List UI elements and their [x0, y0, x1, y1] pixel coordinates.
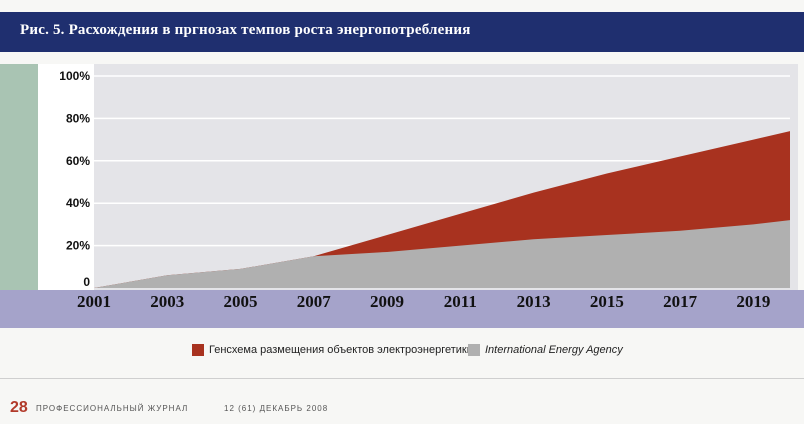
- page-footer: 28 ПРОФЕССИОНАЛЬНЫЙ ЖУРНАЛ 12 (61) ДЕКАБ…: [0, 378, 804, 424]
- legend-swatch-genskhema: [192, 344, 204, 356]
- x-tick-label: 2013: [517, 292, 551, 311]
- y-tick-label: 40%: [66, 196, 90, 210]
- magazine-name: ПРОФЕССИОНАЛЬНЫЙ ЖУРНАЛ: [36, 404, 189, 413]
- y-tick-label: 0: [83, 275, 90, 289]
- x-tick-label: 2003: [150, 292, 184, 311]
- x-tick-label: 2007: [297, 292, 332, 311]
- legend-item-iea: International Energy Agency: [468, 344, 623, 356]
- x-tick-label: 2015: [590, 292, 624, 311]
- x-axis-band: [0, 290, 804, 328]
- x-tick-label: 2001: [77, 292, 111, 311]
- x-tick-label: 2017: [663, 292, 698, 311]
- legend-label-iea: International Energy Agency: [485, 344, 623, 356]
- legend: Генсхема размещения объектов электроэнер…: [0, 344, 804, 360]
- y-tick-label: 20%: [66, 239, 90, 253]
- left-band: [0, 64, 38, 290]
- x-tick-label: 2005: [224, 292, 258, 311]
- x-axis-ticks: 2001 2003 2005 2007 2009 2011 2013 2015 2017 2019: [77, 292, 770, 311]
- y-tick-label: 60%: [66, 154, 90, 168]
- legend-swatch-iea: [468, 344, 480, 356]
- x-tick-label: 2009: [370, 292, 404, 311]
- series-areas: [94, 131, 790, 288]
- legend-item-genskhema: Генсхема размещения объектов электроэнер…: [192, 344, 473, 356]
- series-area-iea: [94, 220, 790, 288]
- page-number: 28: [10, 399, 28, 416]
- x-tick-label: 2011: [444, 292, 477, 311]
- x-tick-label: 2019: [736, 292, 770, 311]
- y-label-column: [38, 64, 94, 290]
- y-tick-label: 80%: [66, 111, 90, 125]
- issue-info: 12 (61) ДЕКАБРЬ 2008: [224, 404, 329, 413]
- chart-title-bar: Рис. 5. Расхождения в пргнозах темпов ро…: [0, 12, 804, 52]
- y-axis-ticks: 0 20% 40% 60% 80% 100%: [59, 69, 90, 289]
- chart-title: Рис. 5. Расхождения в пргнозах темпов ро…: [20, 22, 471, 38]
- area-chart: 020%40%60%80%100% 2001 2003 2005 2007 2009 20…: [0, 52, 804, 344]
- y-tick-label: 100%: [59, 69, 90, 83]
- legend-label-genskhema: Генсхема размещения объектов электроэнер…: [209, 344, 473, 356]
